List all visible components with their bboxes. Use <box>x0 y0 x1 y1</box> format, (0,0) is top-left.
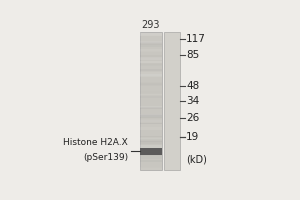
Bar <box>140 82 162 84</box>
Bar <box>140 42 162 45</box>
Bar <box>140 145 162 148</box>
Text: 19: 19 <box>186 132 200 142</box>
Bar <box>140 83 162 86</box>
Bar <box>140 33 162 36</box>
Bar <box>140 148 162 155</box>
Text: 26: 26 <box>186 113 200 123</box>
Bar <box>140 64 162 66</box>
Bar <box>140 138 162 140</box>
Bar <box>140 58 162 60</box>
Bar <box>140 94 162 96</box>
Bar <box>140 160 162 162</box>
Bar <box>140 164 162 167</box>
Bar <box>140 107 162 109</box>
Bar <box>140 142 162 144</box>
Bar <box>140 167 162 168</box>
Bar <box>140 41 162 43</box>
Bar <box>140 35 162 37</box>
Bar <box>140 55 162 57</box>
Bar <box>140 149 162 152</box>
Bar <box>140 91 162 93</box>
Bar <box>140 158 162 159</box>
Bar <box>140 63 162 65</box>
Bar <box>140 51 162 52</box>
Bar <box>140 159 162 162</box>
Bar <box>140 108 162 109</box>
Bar <box>140 124 162 127</box>
Text: 293: 293 <box>142 20 160 30</box>
Bar <box>140 139 162 142</box>
Bar <box>140 72 162 74</box>
Bar <box>140 136 162 137</box>
Bar <box>140 144 162 145</box>
Bar <box>140 150 162 151</box>
Bar <box>140 84 162 85</box>
Bar <box>140 95 162 98</box>
Bar <box>140 123 162 124</box>
Bar <box>140 69 162 71</box>
Bar <box>140 120 162 122</box>
Bar <box>140 57 162 60</box>
Bar <box>140 74 162 77</box>
Text: 85: 85 <box>186 50 200 60</box>
Bar <box>140 44 162 47</box>
Bar <box>140 128 162 130</box>
Bar <box>140 167 162 170</box>
Bar <box>140 115 162 119</box>
Bar <box>140 61 162 63</box>
Bar <box>140 115 162 117</box>
Bar <box>140 114 162 115</box>
Text: (kD): (kD) <box>186 155 207 165</box>
Text: 117: 117 <box>186 34 206 44</box>
Bar <box>140 127 162 130</box>
Bar <box>164 32 181 170</box>
Text: Histone H2A.X: Histone H2A.X <box>63 138 128 147</box>
Text: 48: 48 <box>186 81 200 91</box>
Bar <box>140 141 162 142</box>
Bar <box>140 114 162 117</box>
Bar <box>140 32 162 170</box>
Bar <box>140 49 162 51</box>
Bar <box>140 158 162 159</box>
Bar <box>140 149 162 150</box>
Bar <box>140 156 162 158</box>
Bar <box>140 155 162 158</box>
Bar <box>140 142 162 145</box>
Bar <box>140 33 162 35</box>
Bar <box>140 37 162 41</box>
Bar <box>140 158 162 159</box>
Text: 34: 34 <box>186 96 200 106</box>
Text: (pSer139): (pSer139) <box>83 153 128 162</box>
Bar <box>140 41 162 42</box>
Bar <box>140 106 162 108</box>
Bar <box>140 115 162 118</box>
Bar <box>140 74 162 76</box>
